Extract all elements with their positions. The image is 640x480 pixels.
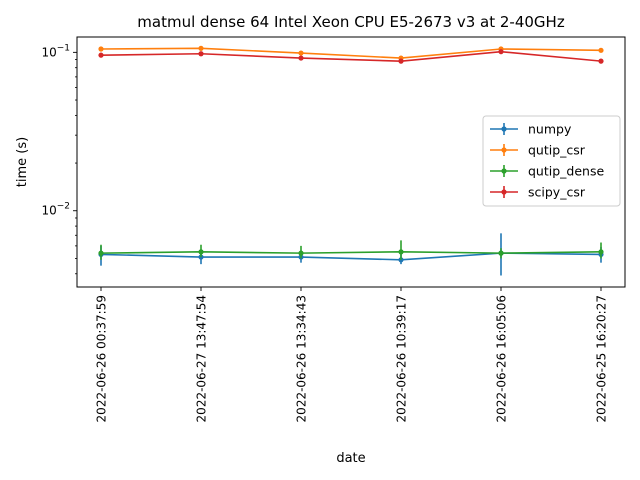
x-tick-label-1: 2022-06-27 13:47:54 bbox=[195, 295, 209, 422]
legend-marker-qutip_dense bbox=[501, 168, 507, 174]
series-qutip_dense bbox=[98, 240, 604, 260]
series-line-qutip_csr bbox=[100, 47, 602, 59]
data-point-scipy_csr-2 bbox=[298, 55, 304, 61]
y-tick-label-0: 10−2 bbox=[41, 202, 70, 218]
data-point-qutip_csr-5 bbox=[598, 47, 604, 53]
legend-marker-scipy_csr bbox=[501, 189, 507, 195]
legend-box bbox=[482, 115, 621, 207]
y-tick-label-1: 10−1 bbox=[41, 43, 70, 59]
plot-marks bbox=[98, 45, 604, 276]
legend-marker-numpy bbox=[501, 126, 507, 132]
data-point-qutip_dense-2 bbox=[298, 250, 304, 256]
legend-marker-qutip_csr bbox=[501, 147, 507, 153]
legend-label-qutip_csr: qutip_csr bbox=[528, 143, 586, 158]
x-tick-label-5: 2022-06-25 16:20:27 bbox=[595, 295, 609, 422]
x-tick-label-2: 2022-06-26 13:34:43 bbox=[295, 295, 309, 422]
series-qutip_csr bbox=[98, 45, 604, 61]
legend-label-qutip_dense: qutip_dense bbox=[528, 164, 604, 179]
data-point-qutip_dense-3 bbox=[398, 249, 404, 255]
series-line-scipy_csr bbox=[100, 50, 602, 62]
data-point-qutip_dense-4 bbox=[498, 250, 504, 256]
series-numpy bbox=[98, 233, 604, 276]
legend-item-scipy_csr: scipy_csr bbox=[490, 185, 586, 200]
data-point-qutip_dense-0 bbox=[98, 250, 104, 256]
series-line-qutip_dense bbox=[100, 251, 602, 254]
y-axis-label: time (s) bbox=[15, 137, 30, 187]
legend-item-qutip_csr: qutip_csr bbox=[490, 143, 586, 158]
legend-label-scipy_csr: scipy_csr bbox=[528, 185, 586, 200]
x-tick-label-0: 2022-06-26 00:37:59 bbox=[95, 295, 109, 422]
legend-item-numpy: numpy bbox=[490, 122, 572, 137]
x-axis-label: date bbox=[336, 451, 365, 466]
legend-item-qutip_dense: qutip_dense bbox=[490, 164, 604, 179]
legend-label-numpy: numpy bbox=[528, 122, 572, 137]
x-tick-label-4: 2022-06-26 16:05:06 bbox=[495, 295, 509, 422]
plot-frame bbox=[76, 36, 626, 288]
data-point-scipy_csr-5 bbox=[598, 58, 604, 64]
legend: numpy qutip_csr qutip_dense scipy_csr bbox=[482, 115, 621, 207]
x-tick-label-3: 2022-06-26 10:39:17 bbox=[395, 295, 409, 422]
data-point-scipy_csr-4 bbox=[498, 49, 504, 55]
series-line-numpy bbox=[100, 252, 602, 261]
data-point-scipy_csr-0 bbox=[98, 52, 104, 58]
series-scipy_csr bbox=[98, 49, 604, 64]
data-point-qutip_dense-5 bbox=[598, 249, 604, 255]
data-point-scipy_csr-1 bbox=[198, 51, 204, 57]
chart-title: matmul dense 64 Intel Xeon CPU E5-2673 v… bbox=[137, 13, 565, 31]
data-point-qutip_csr-0 bbox=[98, 46, 104, 52]
data-point-scipy_csr-3 bbox=[398, 58, 404, 64]
data-point-qutip_csr-2 bbox=[298, 50, 304, 56]
axis-ticks: 10−2 10−1 2022-06-26 00:37:59 2022-06-27 13… bbox=[41, 43, 608, 422]
data-point-qutip_csr-1 bbox=[198, 45, 204, 51]
data-point-qutip_dense-1 bbox=[198, 249, 204, 255]
